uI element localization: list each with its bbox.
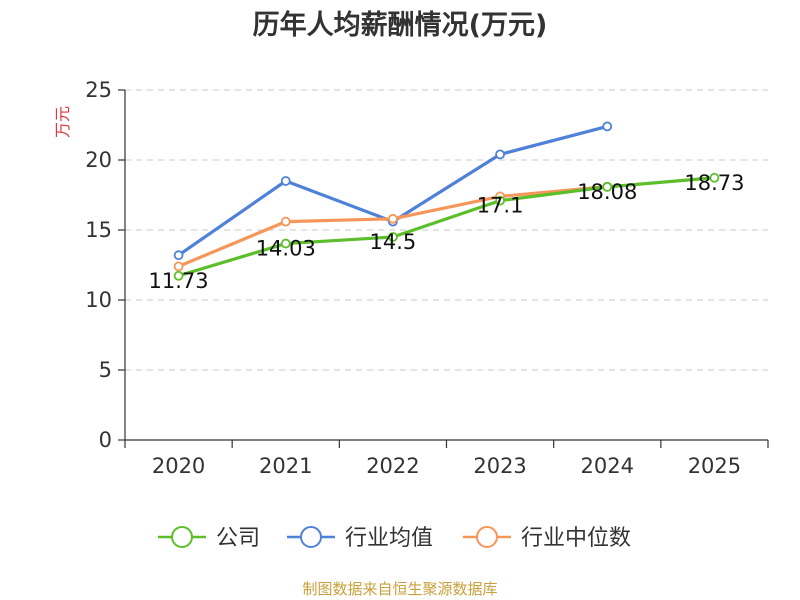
x-tick-label-2023: 2023 bbox=[473, 454, 526, 478]
y-tick-label-0: 0 bbox=[99, 428, 112, 452]
x-tick-label-2020: 2020 bbox=[152, 454, 205, 478]
data-label-2020: 11.73 bbox=[149, 269, 209, 293]
x-tick-label-2021: 2021 bbox=[259, 454, 312, 478]
y-axis-label: 万元 bbox=[53, 106, 72, 138]
point-0-2020 bbox=[173, 270, 184, 281]
data-label-2022: 14.5 bbox=[370, 230, 417, 254]
data-label-2024: 18.08 bbox=[577, 180, 637, 204]
point-1-2020 bbox=[173, 250, 184, 261]
series-line-0 bbox=[176, 176, 717, 278]
legend-marker-0 bbox=[171, 526, 193, 548]
data-label-2025: 18.73 bbox=[684, 171, 744, 195]
y-tick-label-25: 25 bbox=[85, 78, 112, 102]
legend-label-1: 行业均值 bbox=[345, 526, 433, 551]
legend-label-0: 公司 bbox=[216, 526, 260, 551]
y-tick-label-15: 15 bbox=[85, 218, 112, 242]
point-2-2021 bbox=[280, 216, 291, 227]
x-tick-label-2024: 2024 bbox=[581, 454, 634, 478]
point-0-2024 bbox=[602, 181, 613, 192]
point-0-2022 bbox=[388, 232, 398, 242]
legend-marker-2 bbox=[476, 526, 498, 548]
point-0-2021 bbox=[280, 238, 291, 249]
y-tick-label-10: 10 bbox=[85, 288, 112, 312]
y-tick-label-20: 20 bbox=[85, 148, 112, 172]
legend: 公司 行业均值 行业中位数 bbox=[158, 526, 631, 551]
y-tick-label-5: 5 bbox=[99, 358, 112, 382]
point-0-2025 bbox=[709, 172, 720, 183]
point-2-2020 bbox=[173, 261, 184, 272]
point-0-2023 bbox=[495, 195, 505, 206]
x-tick-label-2025: 2025 bbox=[688, 454, 741, 478]
point-2-2022 bbox=[388, 213, 398, 224]
point-1-2023 bbox=[495, 149, 505, 160]
chart-title: 历年人均薪酬情况(万元) bbox=[253, 9, 548, 41]
data-label-2023: 17.1 bbox=[477, 194, 524, 218]
data-label-2021: 14.03 bbox=[256, 237, 316, 261]
point-1-2024 bbox=[602, 121, 613, 132]
data-labels: 11.73 14.03 14.5 17.1 18.08 18.73 bbox=[149, 171, 745, 293]
legend-label-2: 行业中位数 bbox=[521, 526, 631, 551]
point-1-2021 bbox=[280, 176, 291, 186]
grid-lines bbox=[125, 89, 768, 371]
source-note: 制图数据来自恒生聚源数据库 bbox=[302, 580, 497, 598]
legend-marker-1 bbox=[300, 526, 322, 548]
series-group bbox=[173, 121, 720, 281]
x-tick-label-2022: 2022 bbox=[366, 454, 419, 478]
